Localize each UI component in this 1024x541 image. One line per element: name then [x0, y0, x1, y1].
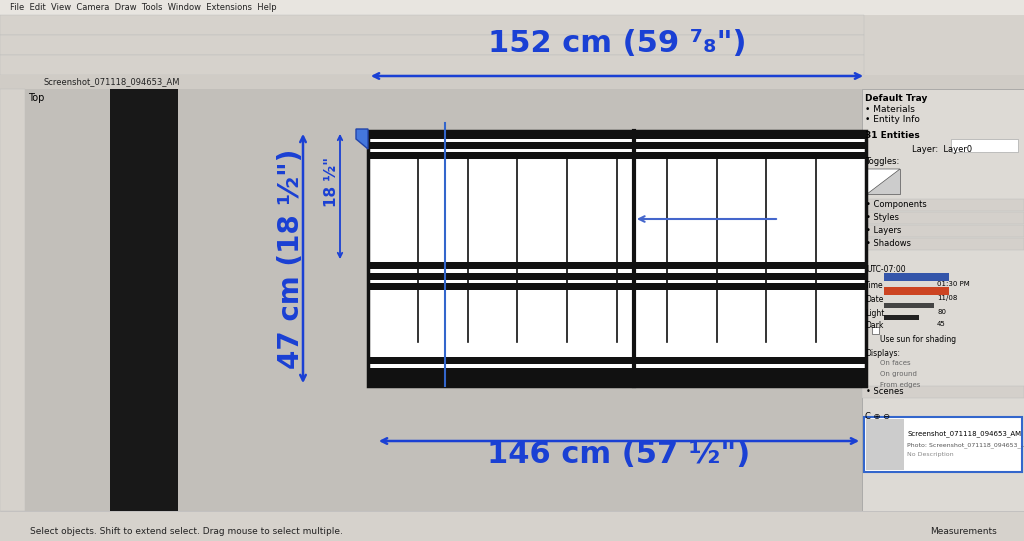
Text: Time: Time — [865, 281, 884, 290]
Text: Dark: Dark — [865, 321, 884, 330]
Text: Date: Date — [865, 295, 884, 304]
Bar — [110, 89, 178, 511]
Bar — [862, 225, 1024, 237]
Bar — [368, 368, 866, 375]
Bar — [867, 169, 900, 194]
Text: 80: 80 — [937, 309, 946, 315]
Text: UTC-07:00: UTC-07:00 — [866, 265, 905, 274]
Text: On faces: On faces — [880, 360, 910, 366]
Bar — [0, 35, 864, 55]
Bar — [0, 55, 864, 75]
Text: Select objects. Shift to extend select. Drag mouse to select multiple.: Select objects. Shift to extend select. … — [30, 526, 343, 536]
Bar — [884, 287, 949, 295]
Text: Screenshot_071118_094653_AM: Screenshot_071118_094653_AM — [44, 77, 180, 86]
Bar — [862, 238, 1024, 250]
Text: 11/08: 11/08 — [937, 295, 957, 301]
Text: Default Tray: Default Tray — [865, 94, 928, 103]
Polygon shape — [356, 129, 368, 149]
Text: Use sun for shading: Use sun for shading — [880, 335, 956, 344]
Text: • Styles: • Styles — [866, 213, 899, 222]
Text: 47 cm (18 ½"): 47 cm (18 ½") — [278, 148, 305, 368]
Text: 45: 45 — [937, 321, 946, 327]
Bar — [884, 303, 934, 308]
Text: Toggles:: Toggles: — [865, 157, 899, 166]
Bar — [866, 419, 904, 470]
Text: • Components: • Components — [866, 200, 927, 209]
Text: • Scenes: • Scenes — [866, 387, 903, 396]
Bar — [368, 378, 866, 385]
Bar — [0, 0, 1024, 15]
Text: Light: Light — [865, 309, 885, 318]
Bar — [0, 75, 1024, 89]
Bar — [0, 89, 25, 511]
Text: 146 cm (57 ½"): 146 cm (57 ½") — [487, 440, 751, 469]
Text: Top: Top — [28, 93, 44, 103]
Text: Photo: Screenshot_071118_094653_...: Photo: Screenshot_071118_094653_... — [907, 442, 1024, 448]
Text: No Description: No Description — [907, 452, 953, 457]
Text: Measurements: Measurements — [930, 526, 996, 536]
Text: 18 ½": 18 ½" — [325, 156, 340, 207]
Text: 01:30 PM: 01:30 PM — [937, 281, 970, 287]
Text: • Layers: • Layers — [866, 226, 901, 235]
Bar — [368, 131, 866, 386]
Bar — [368, 131, 866, 139]
Bar — [368, 373, 866, 378]
Bar — [368, 152, 866, 159]
Bar — [872, 327, 879, 334]
Text: C ⊕ ⊖: C ⊕ ⊖ — [865, 412, 890, 421]
Bar — [368, 357, 866, 364]
Text: • Entity Info: • Entity Info — [865, 115, 920, 124]
Bar — [0, 15, 864, 35]
Text: Layer:  Layer0: Layer: Layer0 — [912, 145, 972, 154]
Bar — [884, 273, 949, 281]
Text: File  Edit  View  Camera  Draw  Tools  Window  Extensions  Help: File Edit View Camera Draw Tools Window … — [10, 3, 276, 12]
Bar — [862, 199, 1024, 211]
Text: From edges: From edges — [880, 382, 921, 388]
Bar — [862, 89, 1024, 511]
Bar — [368, 262, 866, 269]
Bar — [368, 380, 866, 386]
Bar — [884, 315, 919, 320]
Bar — [368, 273, 866, 280]
Text: On ground: On ground — [880, 371, 916, 377]
Text: Displays:: Displays: — [865, 349, 900, 358]
Bar — [368, 142, 866, 149]
Text: 31 Entities: 31 Entities — [865, 131, 920, 140]
Bar — [0, 15, 1024, 75]
Bar — [862, 212, 1024, 224]
Bar — [0, 511, 1024, 541]
Bar — [368, 283, 866, 290]
Text: Screenshot_071118_094653_AM: Screenshot_071118_094653_AM — [907, 430, 1021, 437]
Text: • Shadows: • Shadows — [866, 239, 911, 248]
Bar — [862, 386, 1024, 398]
Bar — [368, 131, 866, 386]
Bar — [864, 417, 1022, 472]
Text: 152 cm (59 ⁷₈"): 152 cm (59 ⁷₈") — [487, 29, 746, 58]
Text: • Materials: • Materials — [865, 105, 914, 114]
FancyBboxPatch shape — [951, 139, 1018, 152]
Bar — [25, 89, 862, 511]
Polygon shape — [867, 169, 900, 194]
